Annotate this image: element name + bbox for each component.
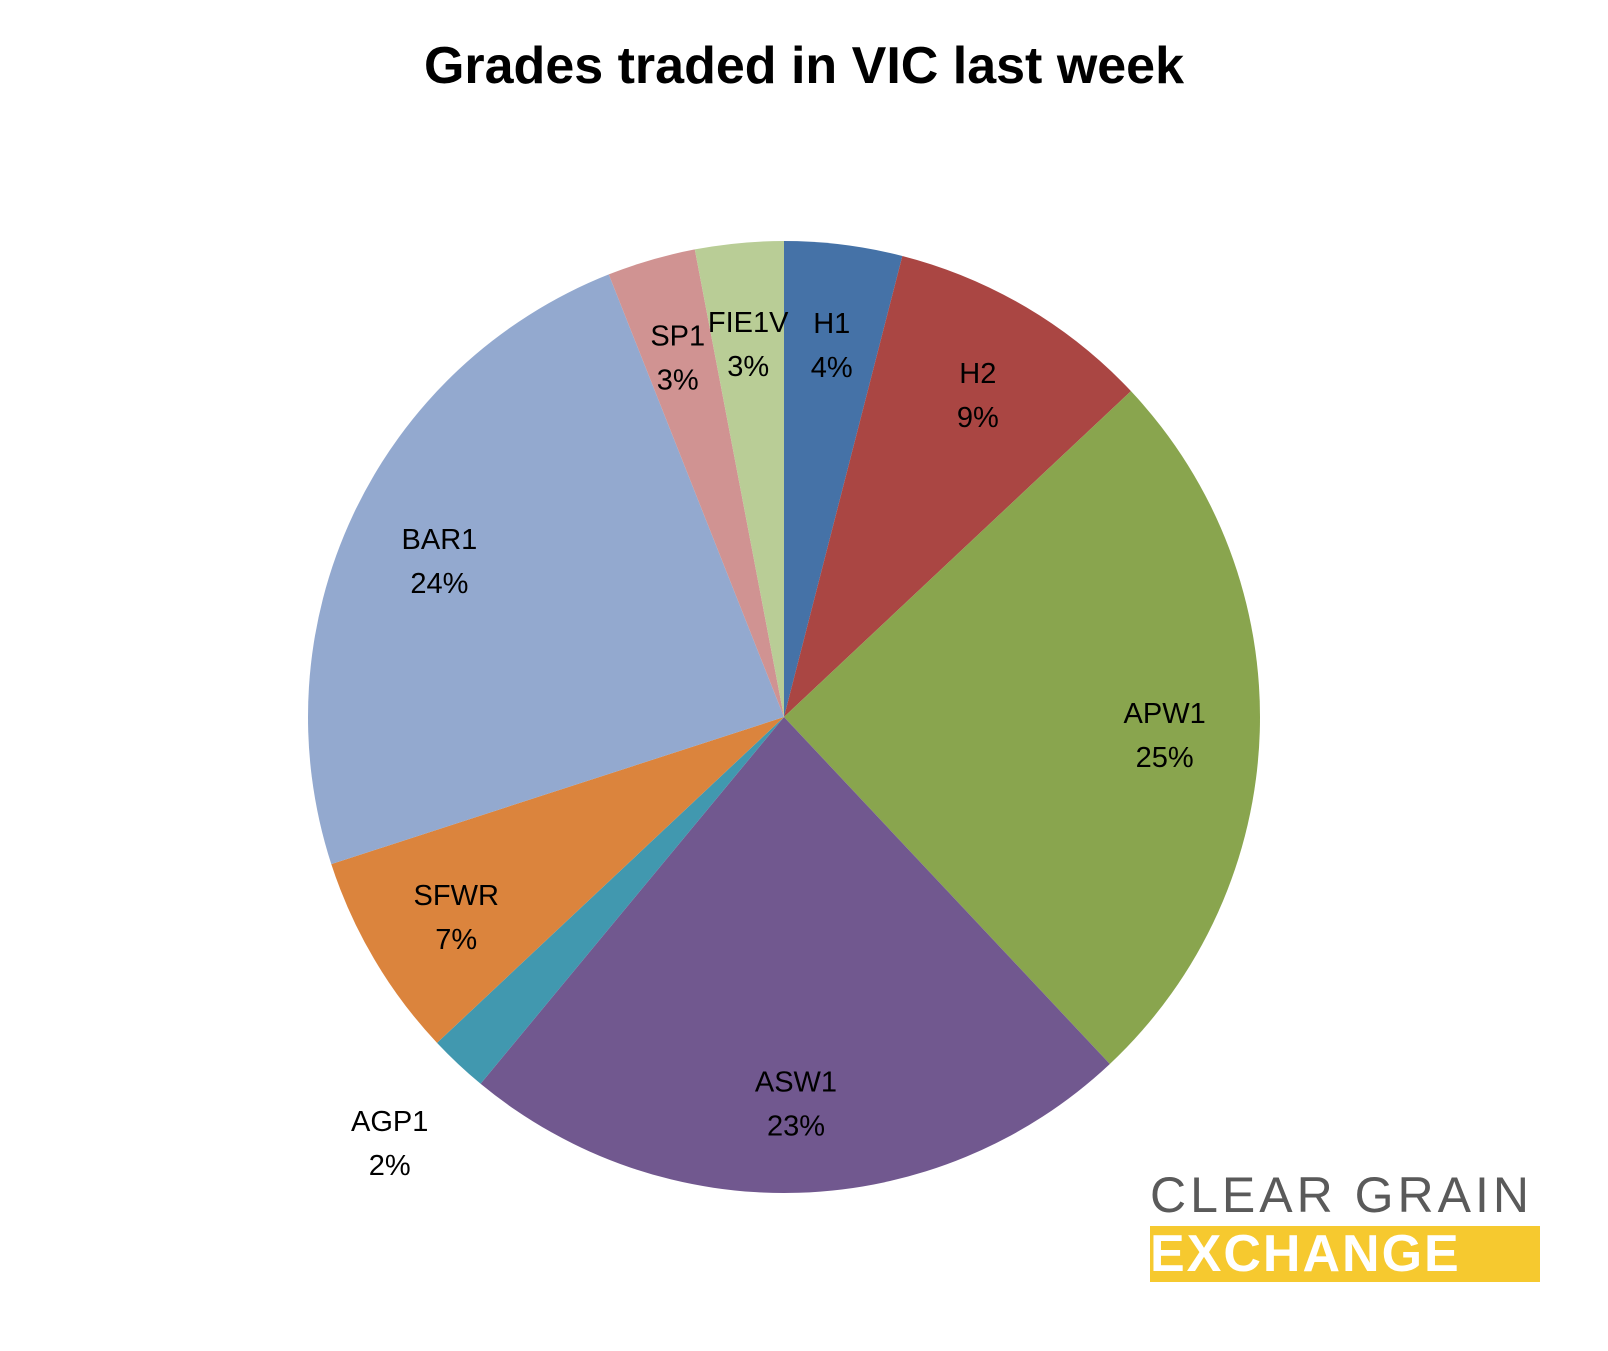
pie-slice-h1 <box>784 241 903 717</box>
pie-slices <box>308 241 1260 1193</box>
data-label-category-apw1: APW1 <box>1124 698 1206 730</box>
pie-slice-sfwr <box>331 717 784 1043</box>
pie-slice-asw1 <box>480 717 1110 1193</box>
pie-slice-fie1v <box>694 241 784 717</box>
pie-slice-h2 <box>784 255 1131 718</box>
data-label-percent-sp1: 3% <box>657 364 699 396</box>
data-label-percent-agp1: 2% <box>369 1150 411 1182</box>
data-label-percent-asw1: 23% <box>767 1111 825 1143</box>
pie-slice-bar1 <box>308 274 784 865</box>
data-label-category-sfwr: SFWR <box>414 880 499 912</box>
data-label-category-agp1: AGP1 <box>351 1106 428 1138</box>
pie-slice-apw1 <box>784 391 1260 1064</box>
data-label-percent-apw1: 25% <box>1136 742 1194 774</box>
pie-slice-sp1 <box>608 249 784 717</box>
data-label-category-h1: H1 <box>813 308 850 340</box>
data-label-percent-sfwr: 7% <box>435 924 477 956</box>
data-label-category-bar1: BAR1 <box>402 524 478 556</box>
clear-grain-exchange-logo: CLEAR GRAIN EXCHANGE <box>1150 1170 1540 1282</box>
data-label-category-sp1: SP1 <box>650 320 705 352</box>
data-label-category-asw1: ASW1 <box>755 1067 837 1099</box>
data-label-percent-h1: 4% <box>811 352 853 384</box>
chart-title: Grades traded in VIC last week <box>423 37 1185 95</box>
data-label-category-fie1v: FIE1V <box>708 307 789 339</box>
data-label-category-h2: H2 <box>959 358 996 390</box>
data-label-percent-bar1: 24% <box>410 568 468 600</box>
data-label-percent-fie1v: 3% <box>727 351 769 383</box>
logo-text-exchange: EXCHANGE <box>1150 1226 1540 1282</box>
data-label-percent-h2: 9% <box>957 402 999 434</box>
logo-text-clear-grain: CLEAR GRAIN <box>1150 1167 1533 1223</box>
pie-data-labels: H1 4% H2 9% APW1 25% ASW1 23% AGP1 2% SFWR 7% BAR1 24… <box>351 307 1206 1182</box>
pie-slice-agp1 <box>437 717 784 1084</box>
